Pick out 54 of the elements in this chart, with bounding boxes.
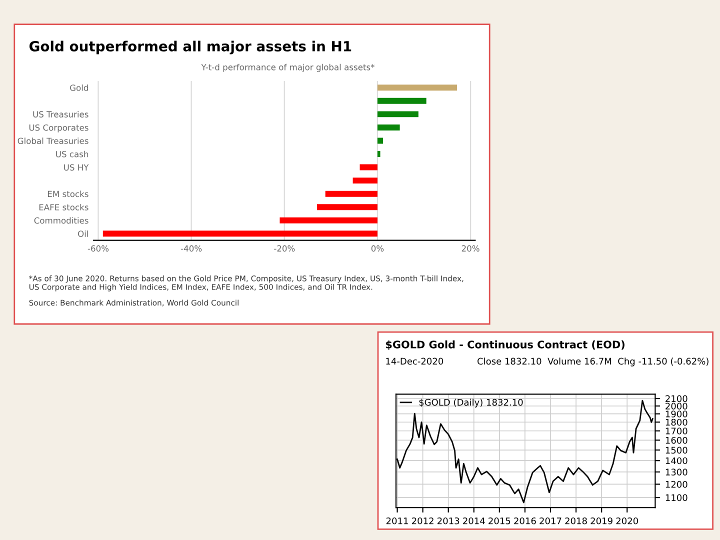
bar xyxy=(377,151,380,157)
bar xyxy=(377,84,458,91)
y-tick-label: 1700 xyxy=(666,428,688,434)
y-tick-label: 1300 xyxy=(666,468,688,476)
x-tick-label: 2012 xyxy=(412,517,434,524)
bar xyxy=(325,190,378,197)
bar xyxy=(377,124,400,130)
y-tick-label: US HY xyxy=(64,164,89,171)
text: Close 1832.10 Volume 16.7M Chg -11.50 (-0.62%) xyxy=(478,358,708,366)
x-tick-label: 0% xyxy=(371,245,384,252)
y-tick-label: Global Treasuries xyxy=(18,138,88,144)
x-tick-label: 2018 xyxy=(565,517,587,524)
x-tick-label: 20% xyxy=(462,245,480,252)
x-tick-label: 2020 xyxy=(616,517,638,524)
bar xyxy=(360,164,378,170)
y-tick-label: 1900 xyxy=(666,410,688,418)
x-tick-label: 2015 xyxy=(488,517,510,524)
bar xyxy=(352,178,378,184)
y-tick-label: 1500 xyxy=(666,446,688,454)
y-tick-label: Commodities xyxy=(34,217,88,224)
bar xyxy=(377,138,384,144)
y-tick-label: US cash xyxy=(56,150,88,158)
y-tick-label: US Corporates xyxy=(29,124,88,132)
y-tick-label: Gold xyxy=(70,84,88,91)
legend-label: $GOLD (Daily) 1832.10 xyxy=(419,398,523,408)
y-tick-label: EAFE stocks xyxy=(39,204,88,210)
y-tick-label: 1100 xyxy=(666,494,688,502)
chart-subtitle: Y-t-d performance of major global assets* xyxy=(201,64,374,72)
y-tick-label: 1400 xyxy=(666,457,688,464)
y-tick-label: 1600 xyxy=(666,436,688,444)
x-tick-label: 2016 xyxy=(514,517,536,524)
x-tick-label: 2014 xyxy=(463,517,485,524)
y-tick-label: 2000 xyxy=(666,402,688,410)
bar xyxy=(377,111,418,118)
x-tick-label: 2011 xyxy=(386,517,408,524)
y-tick-label: US Treasuries xyxy=(33,111,88,118)
bar xyxy=(280,217,378,224)
y-tick-label: 1200 xyxy=(666,480,688,488)
chart-subtitle: 14-Dec-2020 xyxy=(386,358,444,365)
chart-title: $GOLD Gold - Continuous Contract (EOD) xyxy=(386,340,624,350)
x-tick-label: 2019 xyxy=(590,517,612,524)
y-tick-label: 2100 xyxy=(666,395,688,402)
x-tick-label: -60% xyxy=(88,245,109,252)
x-tick-label: -40% xyxy=(180,245,202,252)
bar xyxy=(102,230,378,237)
y-tick-label: EM stocks xyxy=(48,190,88,198)
y-tick-label: Oil xyxy=(78,230,88,237)
x-tick-label: 2013 xyxy=(438,517,460,524)
x-tick-label: 2017 xyxy=(540,517,562,524)
x-tick-label: -20% xyxy=(274,245,295,252)
bar xyxy=(377,98,426,104)
y-tick-label: 1800 xyxy=(666,418,688,426)
chart-title: Gold outperformed all major assets in H1 xyxy=(29,40,352,54)
bar xyxy=(316,204,378,210)
